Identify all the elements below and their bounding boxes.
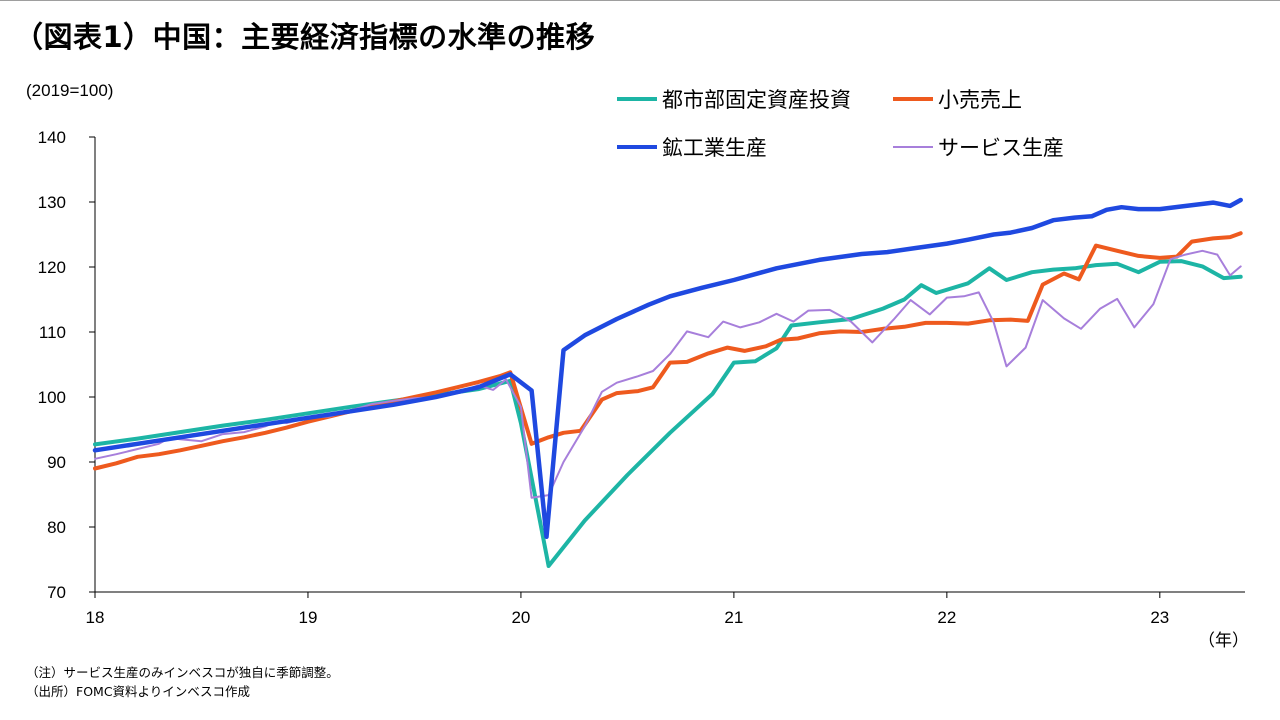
y-tick-label: 110 — [39, 323, 66, 342]
x-tick-label: 21 — [724, 608, 743, 627]
y-axis-label: (2019=100) — [26, 81, 113, 100]
legend-label: 鉱工業生産 — [662, 137, 767, 160]
series-line — [94, 249, 1242, 499]
page-title: （図表1）中国：主要経済指標の水準の推移 — [14, 20, 596, 54]
y-tick-label: 80 — [47, 518, 66, 537]
legend-label: 小売売上 — [938, 89, 1022, 112]
y-tick-label: 90 — [47, 453, 66, 472]
y-tick-label: 130 — [38, 193, 66, 212]
legend-label: サービス生産 — [938, 137, 1064, 160]
x-tick-label: 19 — [299, 608, 318, 627]
y-tick-label: 120 — [38, 258, 66, 277]
legend-label: 都市部固定資産投資 — [662, 89, 851, 112]
y-tick-label: 140 — [38, 128, 66, 147]
x-tick-label: 20 — [511, 608, 530, 627]
x-tick-label: 18 — [86, 608, 105, 627]
x-tick-label: 23 — [1150, 608, 1169, 627]
top-rule — [0, 0, 1280, 1]
series-line — [93, 231, 1243, 471]
x-tick-label: 22 — [937, 608, 956, 627]
series-line — [93, 259, 1243, 568]
series-line — [92, 197, 1243, 540]
footnote-source: （出所）FOMC資料よりインベスコ作成 — [26, 684, 251, 699]
y-tick-label: 100 — [38, 388, 66, 407]
y-tick-label: 70 — [47, 583, 66, 602]
footnote-note: （注）サービス生産のみインベスコが独自に季節調整。 — [26, 665, 339, 680]
x-axis-label: （年） — [1198, 631, 1249, 650]
